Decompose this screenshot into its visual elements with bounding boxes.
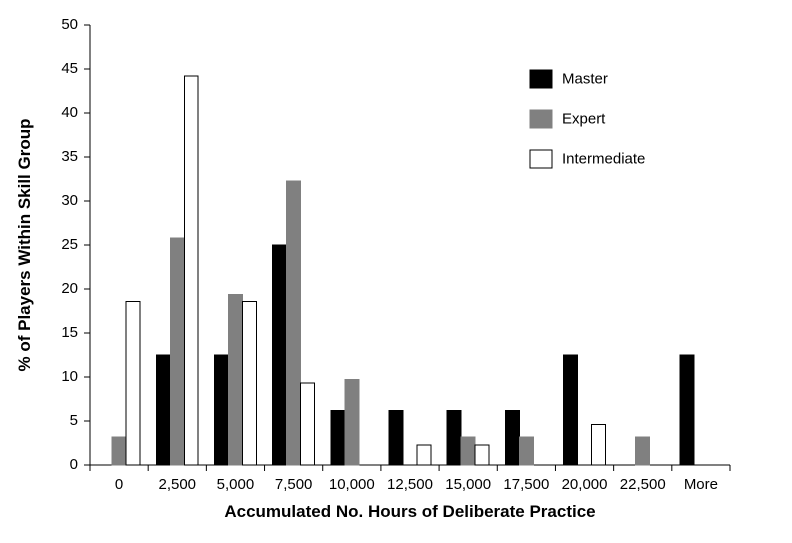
bar-expert-2 bbox=[228, 294, 242, 465]
legend-swatch-expert bbox=[530, 110, 552, 128]
bar-expert-0 bbox=[112, 437, 126, 465]
bar-intermediate-8 bbox=[592, 425, 606, 465]
x-tick-label: 22,500 bbox=[620, 476, 666, 493]
y-tick-label: 35 bbox=[61, 148, 78, 165]
y-tick-label: 20 bbox=[61, 280, 78, 297]
bar-expert-4 bbox=[345, 380, 359, 465]
bar-master-8 bbox=[564, 355, 578, 465]
bar-intermediate-2 bbox=[242, 301, 256, 465]
legend-swatch-master bbox=[530, 70, 552, 88]
chart-container: 0 5 10 15 20 25 30 35 40 45 50 % of Players Within … bbox=[0, 0, 792, 543]
bar-master-10 bbox=[680, 355, 694, 465]
bar-expert-9 bbox=[636, 437, 650, 465]
bar-master-7 bbox=[505, 410, 519, 465]
bar-intermediate-5 bbox=[417, 445, 431, 465]
bar-intermediate-0 bbox=[126, 301, 140, 465]
x-tick-label: 17,500 bbox=[503, 476, 549, 493]
legend-swatch-intermediate bbox=[530, 150, 552, 168]
bar-expert-7 bbox=[519, 437, 533, 465]
legend-label-intermediate: Intermediate bbox=[562, 151, 645, 168]
bar-intermediate-1 bbox=[184, 76, 198, 465]
y-axis-title: % of Players Within Skill Group bbox=[15, 119, 34, 372]
legend-label-master: Master bbox=[562, 71, 608, 88]
bar-chart: 0 5 10 15 20 25 30 35 40 45 50 % of Players Within … bbox=[0, 0, 792, 543]
x-tick-label: 12,500 bbox=[387, 476, 433, 493]
x-tick-label: 15,000 bbox=[445, 476, 491, 493]
bar-master-3 bbox=[273, 245, 287, 465]
bar-intermediate-3 bbox=[301, 383, 315, 465]
y-tick-label: 10 bbox=[61, 368, 78, 385]
x-tick-label: 0 bbox=[115, 476, 123, 493]
bar-expert-6 bbox=[461, 437, 475, 465]
bar-master-4 bbox=[331, 410, 345, 465]
y-tick-label: 45 bbox=[61, 60, 78, 77]
x-tick-label: 5,000 bbox=[217, 476, 255, 493]
y-tick-label: 25 bbox=[61, 236, 78, 253]
y-tick-label: 5 bbox=[70, 412, 78, 429]
x-tick-label: More bbox=[684, 476, 718, 493]
y-tick-label: 40 bbox=[61, 104, 78, 121]
legend-label-expert: Expert bbox=[562, 111, 606, 128]
y-tick-label: 50 bbox=[61, 16, 78, 33]
bar-master-6 bbox=[447, 410, 461, 465]
x-tick-label: 2,500 bbox=[158, 476, 196, 493]
y-tick-label: 15 bbox=[61, 324, 78, 341]
bar-master-5 bbox=[389, 410, 403, 465]
x-tick-label: 20,000 bbox=[562, 476, 608, 493]
bar-master-1 bbox=[156, 355, 170, 465]
x-tick-label: 10,000 bbox=[329, 476, 375, 493]
bar-master-2 bbox=[215, 355, 229, 465]
bar-expert-1 bbox=[170, 238, 184, 465]
bar-expert-3 bbox=[287, 181, 301, 465]
x-tick-label: 7,500 bbox=[275, 476, 313, 493]
bar-intermediate-6 bbox=[475, 445, 489, 465]
y-tick-label: 30 bbox=[61, 192, 78, 209]
x-axis-title: Accumulated No. Hours of Deliberate Prac… bbox=[224, 502, 595, 521]
y-tick-label: 0 bbox=[70, 456, 78, 473]
